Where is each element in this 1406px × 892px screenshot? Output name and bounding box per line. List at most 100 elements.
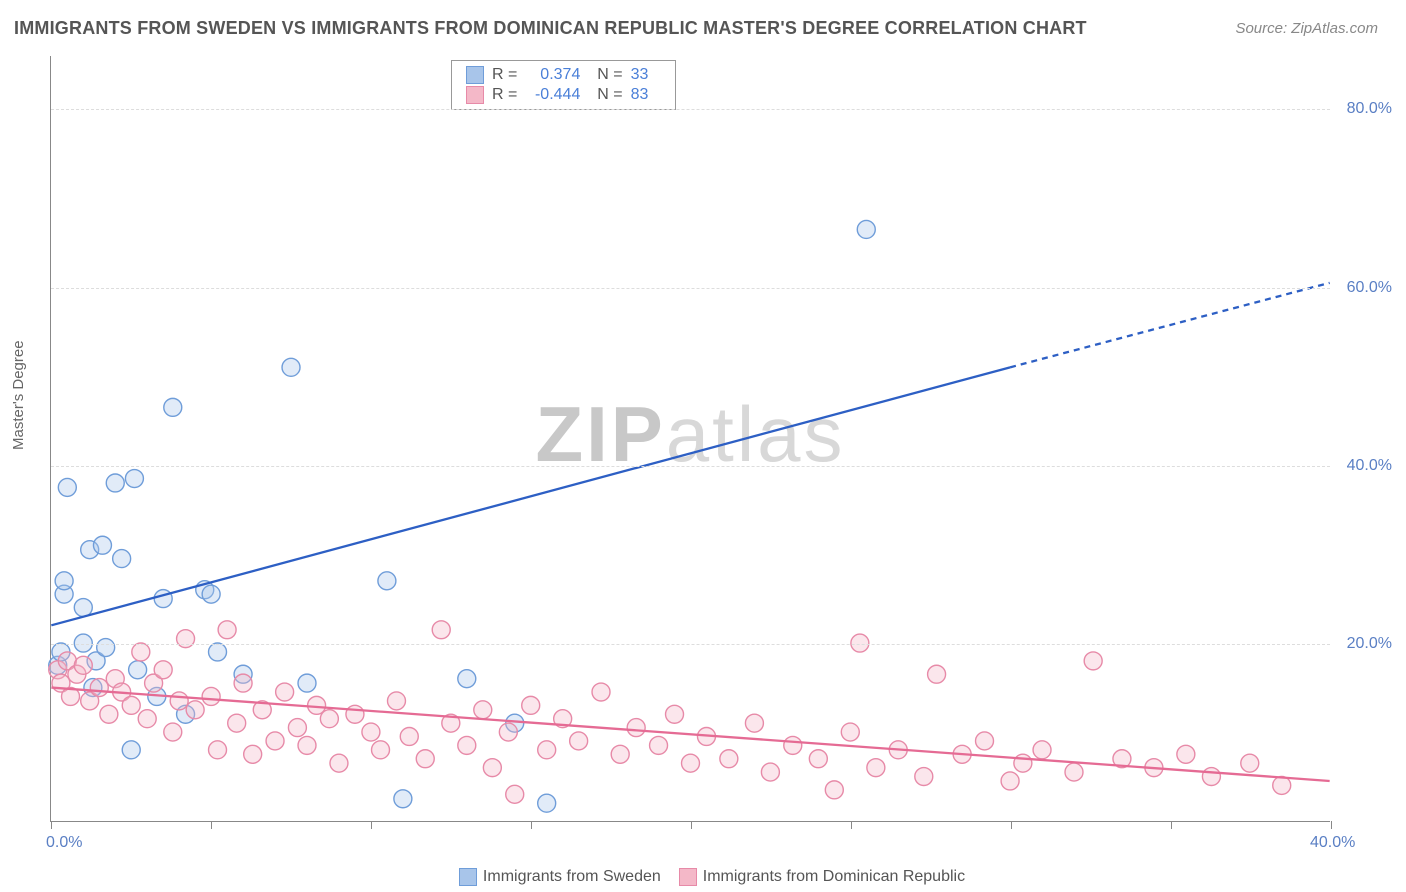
data-point [458,736,476,754]
chart-container: IMMIGRANTS FROM SWEDEN VS IMMIGRANTS FRO… [0,0,1406,892]
legend-bottom: Immigrants from SwedenImmigrants from Do… [0,868,1406,886]
data-point [372,741,390,759]
gridline [51,644,1330,645]
x-axis-label-min: 0.0% [46,834,82,852]
data-point [170,692,188,710]
data-point [125,470,143,488]
stats-r-value: -0.444 [525,86,580,104]
data-point [1241,754,1259,772]
data-point [915,768,933,786]
data-point [282,358,300,376]
data-point [394,790,412,808]
data-point [218,621,236,639]
data-point [1084,652,1102,670]
stats-box: R = 0.374 N = 33R = -0.444 N = 83 [451,60,676,110]
data-point [266,732,284,750]
data-point [682,754,700,772]
data-point [138,710,156,728]
data-point [666,705,684,723]
x-tick [531,821,532,829]
data-point [1014,754,1032,772]
gridline [51,109,1330,110]
x-tick [51,821,52,829]
data-point [346,705,364,723]
legend-label: Immigrants from Sweden [483,868,661,885]
data-point [234,674,252,692]
data-point [378,572,396,590]
data-point [592,683,610,701]
data-point [113,550,131,568]
data-point [499,723,517,741]
y-axis-label: Master's Degree [10,340,27,450]
legend-swatch [679,868,697,886]
legend-swatch [466,86,484,104]
data-point [474,701,492,719]
data-point [90,679,108,697]
data-point [483,759,501,777]
data-point [276,683,294,701]
data-point [164,723,182,741]
data-point [745,714,763,732]
trend-line-dashed [1010,283,1330,368]
stats-r-label: R = [492,66,517,84]
data-point [1177,745,1195,763]
x-tick [211,821,212,829]
gridline [51,466,1330,467]
data-point [129,661,147,679]
data-point [809,750,827,768]
data-point [244,745,262,763]
x-tick [1331,821,1332,829]
x-axis-label-max: 40.0% [1310,834,1355,852]
stats-row: R =-0.444 N =83 [466,85,661,105]
data-point [58,478,76,496]
y-tick-label: 80.0% [1347,100,1392,118]
data-point [298,736,316,754]
data-point [1033,741,1051,759]
data-point [186,701,204,719]
data-point [362,723,380,741]
data-point [761,763,779,781]
data-point [432,621,450,639]
data-point [209,643,227,661]
data-point [784,736,802,754]
data-point [100,705,118,723]
data-point [538,741,556,759]
data-point [416,750,434,768]
data-point [202,585,220,603]
stats-row: R = 0.374 N = 33 [466,65,661,85]
data-point [122,741,140,759]
stats-n-label: N = [588,66,622,84]
data-point [538,794,556,812]
data-point [93,536,111,554]
stats-n-value: 33 [631,66,661,84]
data-point [506,785,524,803]
legend-swatch [459,868,477,886]
data-point [122,696,140,714]
data-point [298,674,316,692]
data-point [202,687,220,705]
data-point [400,728,418,746]
gridline [51,288,1330,289]
data-point [74,656,92,674]
data-point [1065,763,1083,781]
y-tick-label: 20.0% [1347,635,1392,653]
data-point [458,670,476,688]
stats-r-label: R = [492,86,517,104]
stats-n-value: 83 [631,86,661,104]
source-attribution: Source: ZipAtlas.com [1235,20,1378,37]
data-point [177,630,195,648]
data-point [320,710,338,728]
data-point [650,736,668,754]
x-tick [1171,821,1172,829]
y-tick-label: 60.0% [1347,279,1392,297]
y-tick-label: 40.0% [1347,457,1392,475]
data-point [387,692,405,710]
stats-r-value: 0.374 [525,66,580,84]
data-point [627,719,645,737]
data-point [330,754,348,772]
plot-svg [51,56,1330,821]
data-point [106,474,124,492]
data-point [841,723,859,741]
data-point [570,732,588,750]
data-point [857,220,875,238]
